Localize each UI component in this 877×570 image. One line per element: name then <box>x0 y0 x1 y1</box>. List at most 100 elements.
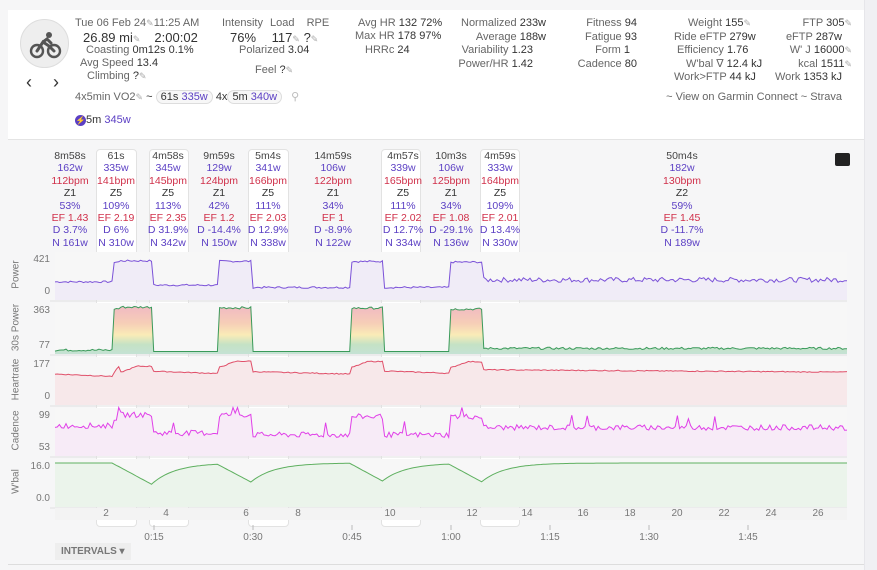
cad-max-label: 99 <box>38 410 50 421</box>
interval-pct: 111% <box>255 199 281 212</box>
interval-bpm: 166bpm <box>249 174 287 187</box>
edit-ftp-icon[interactable]: ✎ <box>844 18 852 28</box>
interval-zone: Z1 <box>326 187 340 200</box>
hr-max-label: 177 <box>33 359 50 370</box>
intervals-label: INTERVALS <box>61 546 117 557</box>
edit-load-icon[interactable]: ✎ <box>292 34 300 44</box>
interval-ef: EF 2.02 <box>384 212 422 225</box>
interval-ef: EF 2.19 <box>97 212 135 225</box>
edit-distance-icon[interactable]: ✎ <box>132 34 141 44</box>
ride-eftp-value: 279w <box>729 30 756 43</box>
wbal-min-label: 0.0 <box>36 493 50 504</box>
interval-ef: EF 1.08 <box>432 212 470 225</box>
interval-column[interactable]: 4m57s 339w 165bpm Z5 111% EF 2.02 D 12.7% N 334… <box>383 150 423 249</box>
edit-feel-icon[interactable]: ✎ <box>285 65 294 75</box>
search-icon[interactable]: ⚲ <box>291 91 300 103</box>
prev-activity-button[interactable]: ‹ <box>26 72 32 92</box>
interval-d: D 31.9% <box>147 224 189 237</box>
average-label: Average <box>475 30 517 43</box>
edit-rpe-icon[interactable]: ✎ <box>310 34 319 44</box>
interval-pct: 109% <box>486 199 514 212</box>
garmin-link[interactable]: ~ View on Garmin Connect <box>666 90 798 103</box>
interval-pct: 42% <box>208 199 230 212</box>
interval-column[interactable]: 9m59s 129w 124bpm Z1 42% EF 1.2 D -14.4% N 150w <box>197 150 241 249</box>
cadence-label: Cadence <box>577 57 622 70</box>
chat-icon[interactable] <box>835 153 850 166</box>
coasting-value: 0m12s <box>132 44 166 56</box>
interval-n: N 136w <box>433 236 469 249</box>
interval-zone: Z5 <box>396 187 410 200</box>
edit-workout-icon[interactable]: ✎ <box>135 92 144 102</box>
power-axis-title: Power <box>10 260 22 289</box>
interval-w: 339w <box>390 162 416 175</box>
eftp-label: eFTP <box>785 30 813 43</box>
coasting-pct: 0.1% <box>168 44 194 56</box>
interval-column[interactable]: 4m59s 333w 164bpm Z5 109% EF 2.01 D 13.4% N 330… <box>480 150 520 249</box>
caret-down-icon: ▾ <box>119 546 125 557</box>
lap-number: 2 <box>103 508 109 519</box>
max-hr-label: Max HR <box>355 30 395 42</box>
edit-kcal-icon[interactable]: ✎ <box>844 58 852 69</box>
interval-w: 182w <box>669 162 695 175</box>
interval-column[interactable]: 5m4s 341w 166bpm Z5 111% EF 2.03 D 12.9% N 338w <box>248 150 288 249</box>
interval-ef: EF 1.2 <box>203 212 235 225</box>
hr-min-label: 0 <box>44 391 50 402</box>
fitness-value: 94 <box>624 17 637 29</box>
interval-duration: 5m <box>232 91 248 103</box>
interval-pill[interactable]: 5m 340w <box>227 90 283 104</box>
hrrc-value: 24 <box>397 44 410 56</box>
time-tick-label: 1:15 <box>540 532 560 543</box>
edit-wj-icon[interactable]: ✎ <box>844 45 852 55</box>
interval-column[interactable]: 8m58s 162w 112bpm Z1 53% EF 1.43 D 3.7% N 161w <box>51 150 88 249</box>
interval-bpm: 112bpm <box>51 174 89 187</box>
climbing-label: Climbing <box>87 70 130 82</box>
strava-link[interactable]: ~ Strava <box>800 90 842 103</box>
next-activity-button[interactable]: › <box>53 72 59 92</box>
interval-d: D 12.9% <box>247 224 289 237</box>
interval-column[interactable]: 4m58s 345w 145bpm Z5 113% EF 2.35 D 31.9% N 342… <box>148 150 188 249</box>
lap-number: 10 <box>384 508 396 519</box>
edit-climbing-icon[interactable]: ✎ <box>138 71 147 81</box>
interval-w: 162w <box>57 162 83 175</box>
interval-bpm: 130bpm <box>663 174 701 187</box>
interval-column[interactable]: 61s 335w 141bpm Z5 109% EF 2.19 D 6% N 310w <box>97 150 135 249</box>
scrollbar[interactable] <box>864 0 877 570</box>
peak-duration: 5m <box>86 114 102 126</box>
lap-number: 22 <box>718 508 730 519</box>
wj-value: 16000 <box>813 44 845 56</box>
lap-number: 16 <box>577 508 589 519</box>
lap-number: 8 <box>295 508 301 519</box>
load-value: 117 <box>271 30 293 45</box>
wbal-max-label: 16.0 <box>30 461 50 472</box>
weight-label: Weight <box>688 17 723 29</box>
interval-d: D -29.1% <box>429 224 473 237</box>
intensity-label: Intensity <box>222 17 263 29</box>
lap-number: 14 <box>521 508 533 519</box>
interval-pct: 59% <box>671 199 693 212</box>
normalized-label: Normalized <box>461 17 517 29</box>
edit-weight-icon[interactable]: ✎ <box>743 18 752 28</box>
interval-bpm: 141bpm <box>97 174 135 187</box>
edit-date-icon[interactable]: ✎ <box>146 18 154 28</box>
wbal-label: W'bal ∇ <box>686 57 724 70</box>
interval-column[interactable]: 50m4s 182w 130bpm Z2 59% EF 1.45 D -11.7% N 189… <box>661 150 704 249</box>
interval-n: N 150w <box>201 236 237 249</box>
interval-n: N 189w <box>664 236 700 249</box>
activity-time: 11:25 AM <box>153 17 200 29</box>
cad-axis-title: Cadence <box>10 410 22 451</box>
time-tick-label: 1:30 <box>639 532 659 543</box>
interval-dur: 5m4s <box>255 150 281 162</box>
intervals-dropdown[interactable]: INTERVALS ▾ <box>55 543 131 560</box>
max-hr-pct: 97% <box>419 30 442 42</box>
interval-dur: 9m59s <box>203 150 235 162</box>
best-effort-pill[interactable]: 61s 335w <box>155 90 213 104</box>
weight-value: 155 <box>725 17 744 29</box>
interval-column[interactable]: 10m3s 106w 125bpm Z1 34% EF 1.08 D -29.1% N 136… <box>429 150 473 249</box>
avg-hr-pct: 72% <box>420 17 443 29</box>
best-effort-duration: 61s <box>160 91 179 103</box>
feel-label: Feel <box>255 64 277 76</box>
interval-n: N 310w <box>98 236 134 249</box>
variability-value: 1.23 <box>511 44 533 56</box>
ftp-label: FTP <box>802 17 824 29</box>
